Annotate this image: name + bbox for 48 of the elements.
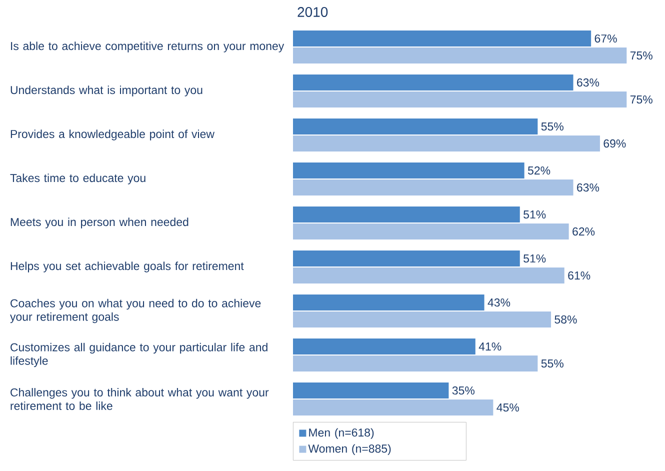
y-tick-label: Helps you set achievable goals for retirement: [10, 262, 244, 272]
y-tick-label: Takes time to educate you: [10, 174, 146, 184]
bar: [293, 180, 574, 196]
y-tick-label: Meets you in person when needed: [10, 218, 188, 228]
legend-label: Men (n=618): [309, 428, 374, 439]
y-tick-label: Customizes all guidance to your particular life and lifestyle: [10, 342, 268, 368]
data-label: 63%: [577, 183, 600, 192]
bar: [293, 136, 600, 152]
data-label: 61%: [568, 271, 590, 280]
data-label: 69%: [604, 139, 626, 148]
y-tick-label: Is able to achieve competitive returns on your money: [11, 42, 284, 52]
chart-title: 2010: [298, 7, 328, 17]
bar: [293, 250, 520, 266]
data-label: 55%: [541, 122, 564, 131]
y-tick-label: Understands what is important to you: [10, 86, 202, 96]
data-label: 75%: [630, 95, 652, 104]
y-tick-label: Coaches you on what you need to do to achieve your retirement goals: [10, 298, 261, 324]
bar: [293, 268, 564, 284]
bar: [293, 311, 552, 328]
y-tick-label: Provides a knowledgeable point of view: [10, 130, 215, 140]
bar: [293, 92, 627, 108]
data-label: 45%: [496, 403, 519, 412]
data-label: 51%: [524, 254, 546, 263]
data-label: 58%: [554, 315, 577, 324]
data-label: 43%: [488, 298, 510, 307]
data-label: 51%: [524, 210, 546, 219]
data-label: 35%: [452, 386, 475, 395]
bar: [293, 355, 538, 372]
data-label: 55%: [541, 359, 564, 368]
bar: [293, 30, 592, 47]
bar: [293, 224, 569, 240]
legend-label: Women (n=885): [308, 444, 391, 455]
data-label: 63%: [577, 78, 600, 87]
bar: [293, 162, 524, 179]
data-label: 62%: [572, 227, 595, 236]
data-label: 75%: [630, 51, 652, 60]
bar: [293, 338, 476, 354]
bar: [293, 48, 627, 64]
y-tick-label: Challenges you to think about what you want your retirement to be like: [10, 388, 269, 410]
bar: [293, 206, 520, 222]
data-label: 67%: [594, 34, 617, 43]
data-label: 41%: [478, 342, 502, 351]
data-label: 52%: [528, 166, 550, 175]
bar: [293, 382, 449, 398]
bar: [293, 399, 494, 416]
bar: [293, 74, 574, 91]
bar: [293, 118, 538, 135]
bar: [293, 294, 484, 310]
